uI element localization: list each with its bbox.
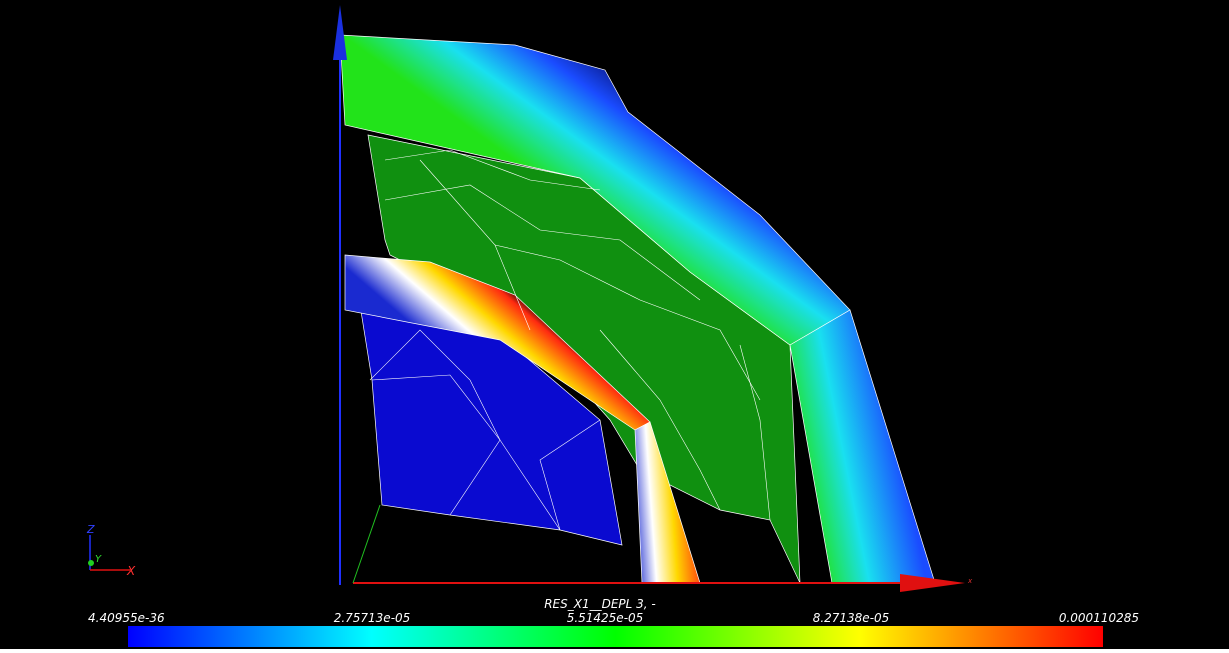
- orientation-y: [88, 560, 94, 566]
- wireframe: [369, 149, 771, 531]
- orientation-label: Z: [86, 523, 95, 536]
- color-bar-label: 5.51425e-05: [567, 611, 644, 625]
- z-axis-arrow: [333, 5, 347, 60]
- color-bar: [128, 626, 1103, 647]
- color-bar-label: 8.27138e-05: [813, 611, 890, 625]
- color-bar-label: 0.000110285: [1059, 611, 1139, 625]
- y-axis: [352, 504, 381, 584]
- orientation-label: X: [126, 564, 136, 578]
- orientation-label: Y: [95, 554, 102, 565]
- axis-label: x: [967, 577, 973, 585]
- color-bar-title: RES_X1__DEPL 3, -: [544, 597, 656, 611]
- color-bar-label: 2.75713e-05: [334, 611, 411, 625]
- color-bar-label: 4.40955e-36: [88, 611, 165, 625]
- x-axis-arrow: [900, 574, 965, 592]
